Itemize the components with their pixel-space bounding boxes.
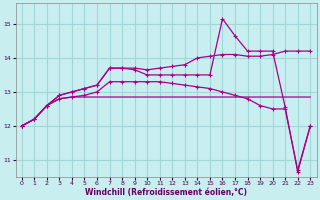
X-axis label: Windchill (Refroidissement éolien,°C): Windchill (Refroidissement éolien,°C)	[85, 188, 247, 197]
